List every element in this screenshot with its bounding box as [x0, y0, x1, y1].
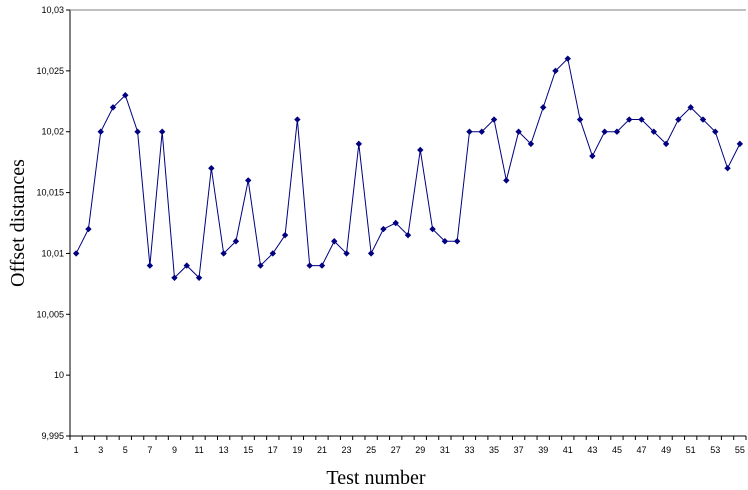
- y-tick-label: 10,015: [36, 188, 64, 198]
- x-tick-label: 39: [538, 445, 548, 455]
- x-tick-label: 33: [464, 445, 474, 455]
- data-point: [319, 262, 325, 268]
- y-tick-label: 10,005: [36, 309, 64, 319]
- x-tick-label: 21: [317, 445, 327, 455]
- data-point: [466, 129, 472, 135]
- x-tick-label: 7: [147, 445, 152, 455]
- x-tick-label: 27: [391, 445, 401, 455]
- y-tick-label: 10,01: [41, 248, 64, 258]
- y-tick-label: 10,03: [41, 5, 64, 15]
- data-point: [589, 153, 595, 159]
- data-point: [306, 262, 312, 268]
- data-point: [540, 104, 546, 110]
- y-tick-label: 10: [54, 370, 64, 380]
- x-ticks: 1 3 5 7 9 11 13 15 17 19 21 23 25 27 29 31 33 35 37 39 41 43 4…: [70, 436, 746, 455]
- x-tick-label: 51: [686, 445, 696, 455]
- y-axis-title: Offset distances: [7, 159, 29, 287]
- data-point: [73, 250, 79, 256]
- data-point: [577, 116, 583, 122]
- x-tick-label: 11: [194, 445, 203, 455]
- x-tick-label: 45: [612, 445, 622, 455]
- data-point: [356, 141, 362, 147]
- series-group: [73, 55, 743, 280]
- x-axis-title: Test number: [326, 467, 425, 489]
- x-tick-label: 23: [342, 445, 352, 455]
- x-tick-label: 55: [735, 445, 745, 455]
- y-tick-label: 10,025: [36, 66, 64, 76]
- data-point: [147, 262, 153, 268]
- data-point: [85, 226, 91, 232]
- x-tick-label: 15: [243, 445, 253, 455]
- x-tick-label: 53: [710, 445, 720, 455]
- data-point: [601, 129, 607, 135]
- x-axis: 1 3 5 7 9 11 13 15 17 19 21 23 25 27 29 31 33 35 37 39 41 43 4…: [70, 436, 746, 455]
- y-axis: 9,995 10 10,005 10,01 10,015 10,02 10,025 10,03: [36, 5, 70, 441]
- x-tick-label: 17: [268, 445, 278, 455]
- x-tick-label: 43: [587, 445, 597, 455]
- data-point: [208, 165, 214, 171]
- data-point: [282, 232, 288, 238]
- data-point: [245, 177, 251, 183]
- x-tick-label: 25: [366, 445, 376, 455]
- data-point: [724, 165, 730, 171]
- data-point: [134, 129, 140, 135]
- x-tick-label: 19: [292, 445, 302, 455]
- data-point: [503, 177, 509, 183]
- series-line: [76, 59, 740, 278]
- x-tick-label: 9: [172, 445, 177, 455]
- x-tick-label: 49: [661, 445, 671, 455]
- x-tick-label: 29: [415, 445, 425, 455]
- data-point: [417, 147, 423, 153]
- x-tick-label: 37: [514, 445, 524, 455]
- data-point: [98, 129, 104, 135]
- x-tick-label: 31: [440, 445, 450, 455]
- y-ticks: 9,995 10 10,005 10,01 10,015 10,02 10,025 10,03: [36, 5, 70, 441]
- x-tick-label: 1: [74, 445, 79, 455]
- x-tick-label: 35: [489, 445, 499, 455]
- x-tick-label: 47: [637, 445, 647, 455]
- data-point: [737, 141, 743, 147]
- x-tick-label: 5: [123, 445, 128, 455]
- data-point: [294, 116, 300, 122]
- data-point: [368, 250, 374, 256]
- data-point: [454, 238, 460, 244]
- x-tick-label: 41: [563, 445, 573, 455]
- x-tick-label: 13: [219, 445, 229, 455]
- data-point: [380, 226, 386, 232]
- data-point: [159, 129, 165, 135]
- y-tick-label: 9,995: [41, 431, 64, 441]
- x-tick-label: 3: [98, 445, 103, 455]
- y-tick-label: 10,02: [41, 127, 64, 137]
